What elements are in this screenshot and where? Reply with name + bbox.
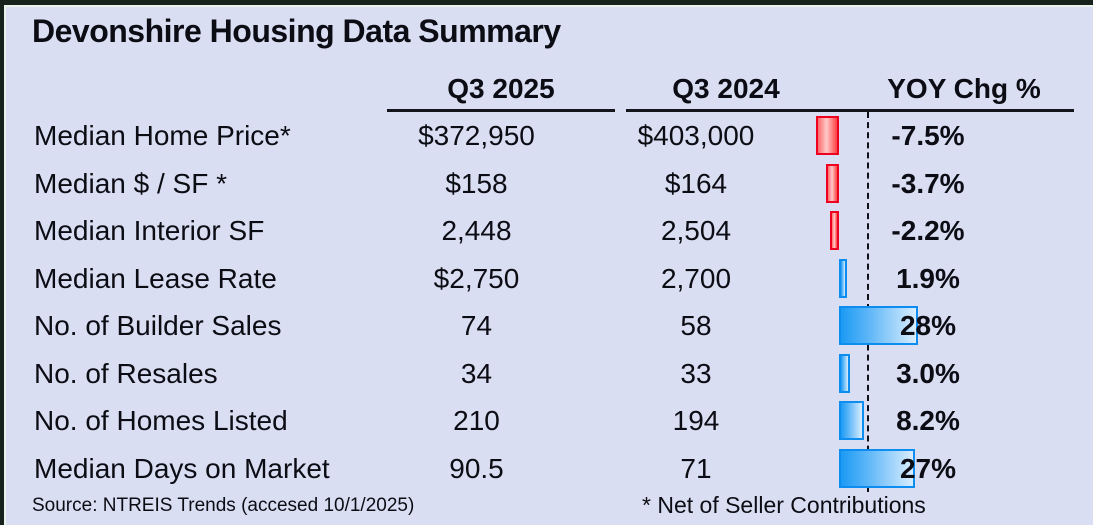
yoy-data-bar [839,306,918,345]
yoy-data-bar [826,163,839,203]
yoy-data-bar [839,401,865,440]
q3-2025-value: 2,448 [441,215,512,246]
table-row: Median $ / SF * $158 $164 -3.7% [4,160,1093,208]
table-row: Median Days on Market 90.5 71 27% [4,445,1093,493]
q3-2024-value: $403,000 [637,120,755,151]
q3-2025-value: 74 [460,310,493,341]
column-header-q3-2024: Q3 2024 [672,73,780,104]
q3-2025-value: 34 [460,357,493,389]
seller-contributions-footnote: * Net of Seller Contributions [642,492,926,518]
q3-2025-value: $158 [445,167,508,199]
yoy-data-bar [839,448,915,488]
table-row: Median Home Price* $372,950 $403,000 -7.… [4,112,1093,160]
source-note: Source: NTREIS Trends (accesed 10/1/2025… [32,495,415,516]
page-title: Devonshire Housing Data Summary [32,13,561,49]
zero-axis-dashed-line [867,112,869,492]
row-label: No. of Homes Listed [34,405,288,436]
yoy-bar-zone: 28% [803,302,1093,350]
yoy-change-value: -7.5% [891,120,965,151]
yoy-change-value: 3.0% [896,357,960,389]
q3-2024-value: 2,700 [660,262,732,294]
data-table-body: Median Home Price* $372,950 $403,000 -7.… [4,112,1093,492]
yoy-bar-zone: -3.7% [803,160,1093,208]
column-header-yoy-chg: YOY Chg % [887,73,1041,104]
yoy-bar-zone: -7.5% [803,112,1093,160]
yoy-change-value: 27% [899,452,957,484]
yoy-bar-zone: 27% [803,445,1093,493]
table-row: Median Interior SF 2,448 2,504 -2.2% [4,207,1093,255]
yoy-bar-zone: 3.0% [803,350,1093,398]
q3-2024-value: 71 [680,452,712,484]
yoy-change-value: -3.7% [891,167,965,199]
q3-2024-value: 2,504 [660,215,732,246]
yoy-change-value: 28% [899,310,957,341]
table-row: Median Lease Rate $2,750 2,700 1.9% [4,255,1093,303]
q3-2025-value: 210 [453,405,500,436]
row-label: Median Home Price* [34,120,291,151]
row-label: No. of Resales [34,357,218,389]
yoy-data-bar [830,211,839,250]
row-label: Median Interior SF [34,215,265,246]
table-row: No. of Homes Listed 210 194 8.2% [4,397,1093,445]
row-label: No. of Builder Sales [34,310,282,341]
q3-2024-value: $164 [664,167,728,199]
yoy-data-bar [815,116,839,155]
row-label: Median $ / SF * [34,167,227,199]
q3-2024-value: 58 [680,310,712,341]
q3-2025-value: $2,750 [433,262,520,294]
yoy-bar-zone: 1.9% [803,255,1093,303]
yoy-bar-zone: -2.2% [803,207,1093,255]
yoy-change-value: 8.2% [896,405,960,436]
header-underline-q3-2025 [387,109,615,112]
q3-2024-value: 194 [672,405,720,436]
q3-2024-value: 33 [680,357,712,389]
header-underline-q3-2024-yoy [626,109,1074,112]
yoy-change-value: -2.2% [891,215,965,246]
table-row: No. of Resales 34 33 3.0% [4,350,1093,398]
column-header-q3-2025: Q3 2025 [447,73,555,104]
row-label: Median Lease Rate [34,262,277,294]
yoy-bar-zone: 8.2% [803,397,1093,445]
row-label: Median Days on Market [34,452,330,484]
table-row: No. of Builder Sales 74 58 28% [4,302,1093,350]
yoy-data-bar [839,353,851,393]
yoy-data-bar [839,258,848,298]
q3-2025-value: $372,950 [418,120,535,151]
yoy-change-value: 1.9% [896,262,960,294]
q3-2025-value: 90.5 [449,452,504,484]
